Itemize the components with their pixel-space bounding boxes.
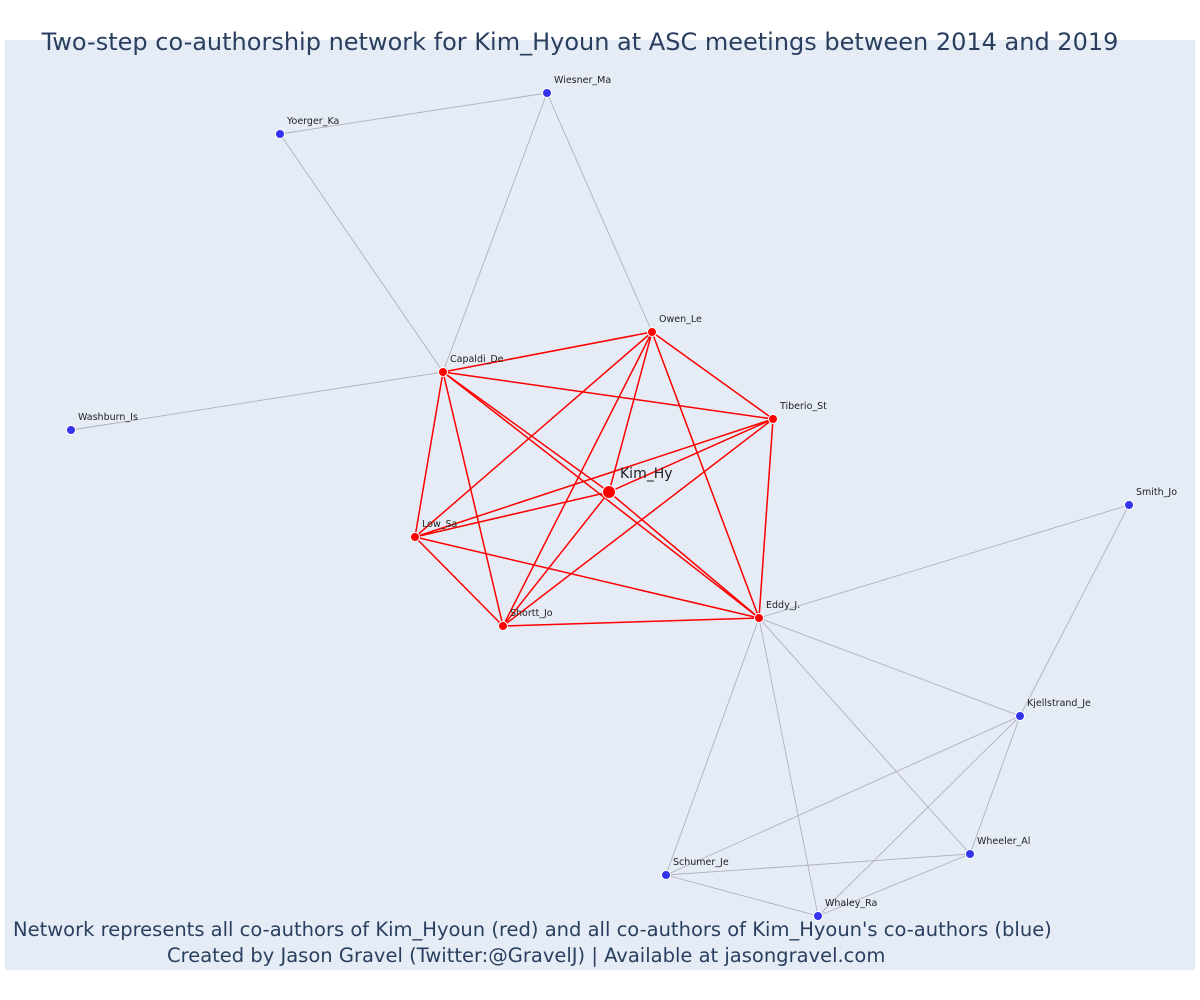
node-eddy-j[interactable] [754, 613, 764, 623]
node-label-low-sa: Low_Sa [422, 519, 457, 530]
edge-gray-eddy-j-schumer-je [665, 617, 760, 876]
network-nodes [66, 88, 1134, 921]
edge-gray-washburn-is-capaldi-de [70, 371, 444, 431]
node-label-schumer-je: Schumer_Je [673, 857, 729, 868]
node-capaldi-de[interactable] [438, 367, 448, 377]
caption-description: Network represents all co-authors of Kim… [13, 918, 1052, 941]
node-low-sa[interactable] [410, 532, 420, 542]
node-label-yoerger-ka: Yoerger_Ka [286, 116, 339, 127]
edge-red-capaldi-de-tiberio-st [442, 371, 774, 420]
edge-red-tiberio-st-eddy-j [758, 418, 774, 619]
node-label-smith-jo: Smith_Jo [1136, 487, 1177, 498]
node-labels: Kim_Hy Owen_Le Capaldi_De Tiberio_St Low_Sa S… [78, 75, 1177, 909]
node-label-kjellstrand-je: Kjellstrand_Je [1027, 698, 1091, 709]
edge-gray-wheeler-al-schumer-je [665, 853, 971, 876]
edge-gray-eddy-j-whaley-ra [758, 617, 819, 917]
edge-red-owen-le-eddy-j [651, 331, 760, 619]
edge-red-owen-le-shortt-jo [502, 331, 653, 627]
edge-red-kim-hy-eddy-j [608, 491, 760, 619]
edge-red-kim-hy-owen-le [608, 331, 653, 493]
caption-credit: Created by Jason Gravel (Twitter:@Gravel… [167, 944, 886, 967]
node-label-owen-le: Owen_Le [659, 314, 702, 325]
node-owen-le[interactable] [647, 327, 657, 337]
edge-red-kim-hy-low-sa [414, 491, 610, 538]
edge-red-capaldi-de-shortt-jo [442, 371, 504, 627]
node-kim-hy[interactable] [602, 485, 616, 499]
edge-gray-wiesner-ma-capaldi-de [442, 92, 548, 373]
node-tiberio-st[interactable] [768, 414, 778, 424]
node-schumer-je[interactable] [661, 870, 671, 880]
edge-red-tiberio-st-shortt-jo [502, 418, 774, 627]
node-kjellstrand-je[interactable] [1015, 711, 1025, 721]
edge-gray-smith-jo-kjellstrand-je [1019, 504, 1130, 717]
node-label-shortt-jo: Shortt_Jo [510, 608, 553, 619]
second-step-edges [70, 92, 1130, 917]
edge-red-owen-le-low-sa [414, 331, 653, 538]
edge-red-owen-le-tiberio-st [651, 331, 774, 420]
edge-gray-schumer-je-whaley-ra [665, 874, 819, 917]
node-wheeler-al[interactable] [965, 849, 975, 859]
node-label-wiesner-ma: Wiesner_Ma [554, 75, 611, 86]
chart-title: Two-step co-authorship network for Kim_H… [41, 28, 1119, 56]
edge-gray-wiesner-ma-yoerger-ka [279, 92, 548, 135]
edge-gray-yoerger-ka-capaldi-de [279, 133, 444, 373]
node-label-eddy-j: Eddy_J. [766, 600, 800, 611]
edge-gray-wheeler-al-whaley-ra [817, 853, 971, 917]
edge-red-capaldi-de-eddy-j [442, 371, 760, 619]
edge-red-kim-hy-tiberio-st [608, 418, 774, 493]
node-label-kim-hy: Kim_Hy [620, 466, 673, 482]
edge-gray-kjellstrand-je-wheeler-al [969, 715, 1021, 855]
edge-red-low-sa-eddy-j [414, 536, 760, 619]
node-label-capaldi-de: Capaldi_De [450, 354, 504, 365]
node-whaley-ra[interactable] [813, 911, 823, 921]
edge-gray-wiesner-ma-owen-le [546, 92, 653, 333]
edge-gray-kjellstrand-je-whaley-ra [817, 715, 1021, 917]
node-label-wheeler-al: Wheeler_Al [977, 836, 1030, 847]
plot-background [5, 40, 1195, 970]
node-washburn-is[interactable] [66, 425, 76, 435]
edge-red-owen-le-capaldi-de [442, 331, 653, 373]
node-yoerger-ka[interactable] [275, 129, 285, 139]
first-step-edges [414, 331, 774, 627]
edge-red-shortt-jo-eddy-j [502, 617, 760, 627]
node-wiesner-ma[interactable] [542, 88, 552, 98]
node-smith-jo[interactable] [1124, 500, 1134, 510]
edge-red-tiberio-st-low-sa [414, 418, 774, 538]
node-label-washburn-is: Washburn_Is [78, 412, 138, 423]
node-label-tiberio-st: Tiberio_St [779, 401, 827, 412]
node-shortt-jo[interactable] [498, 621, 508, 631]
edge-red-capaldi-de-low-sa [414, 371, 444, 538]
node-label-whaley-ra: Whaley_Ra [825, 898, 877, 909]
edge-gray-eddy-j-wheeler-al [758, 617, 971, 855]
edge-red-kim-hy-shortt-jo [502, 491, 610, 627]
edge-gray-kjellstrand-je-schumer-je [665, 715, 1021, 876]
edge-gray-eddy-j-kjellstrand-je [758, 617, 1021, 717]
edge-gray-smith-jo-eddy-j [758, 504, 1130, 619]
edge-red-low-sa-shortt-jo [414, 536, 504, 627]
